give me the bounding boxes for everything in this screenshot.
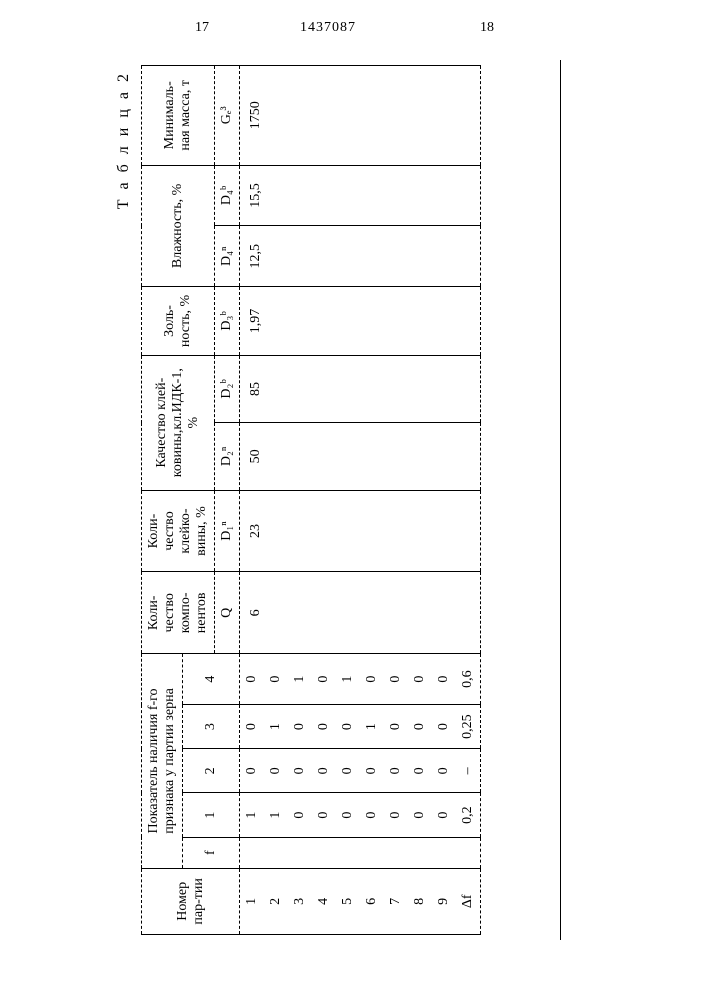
cell-c2: 0: [408, 749, 432, 793]
cell-f: [288, 837, 312, 868]
cell-c4: 0: [312, 654, 336, 705]
cell-c1: 0: [384, 793, 408, 837]
cell-f: [384, 837, 408, 868]
cell-c1: 0: [360, 793, 384, 837]
cell-c2: 0: [384, 749, 408, 793]
cell-c3: 0: [336, 705, 360, 749]
cell-c2: 0: [432, 749, 456, 793]
cell-f: [432, 837, 456, 868]
hdr-c4: 4: [183, 654, 240, 705]
cell-c2: 0: [312, 749, 336, 793]
cell-batch: 2: [264, 868, 288, 934]
cell-batch: 4: [312, 868, 336, 934]
cell-c1: 0: [432, 793, 456, 837]
sym-d2v: D₂ᵇ: [215, 355, 240, 422]
cell-d4n: 12,5: [240, 226, 481, 287]
cell-c2: 0: [240, 749, 265, 793]
cell-batch: 5: [336, 868, 360, 934]
page-number-right: 18: [480, 20, 494, 36]
hdr-gluten-qty: Коли-чество клейко-вины, %: [142, 490, 215, 572]
cell-d2v: 85: [240, 355, 481, 422]
cell-c4: 0: [384, 654, 408, 705]
hdr-batch: Номер пар-тии: [142, 868, 240, 934]
cell-f: [240, 837, 265, 868]
cell-c3: 0: [288, 705, 312, 749]
table-row: 1100062350851,9712,515,51750: [240, 66, 265, 935]
cell-c3: 0,25: [456, 705, 481, 749]
hdr-f: f: [183, 837, 240, 868]
cell-c1: 1: [240, 793, 265, 837]
cell-d1n: 23: [240, 490, 481, 572]
page: 17 1437087 18 Т а б л и ц а 2 Номер пар-…: [0, 0, 707, 1000]
cell-c2: 0: [336, 749, 360, 793]
sym-d1n: D₁ⁿ: [215, 490, 240, 572]
cell-batch: 3: [288, 868, 312, 934]
cell-c1: 1: [264, 793, 288, 837]
cell-c4: 0: [264, 654, 288, 705]
cell-c3: 0: [312, 705, 336, 749]
cell-c1: 0: [336, 793, 360, 837]
cell-f: [456, 837, 481, 868]
cell-batch: 1: [240, 868, 265, 934]
cell-batch: 9: [432, 868, 456, 934]
cell-d4v: 15,5: [240, 165, 481, 226]
table-caption: Т а б л и ц а 2: [115, 65, 133, 935]
cell-c1: 0,2: [456, 793, 481, 837]
cell-c2: 0: [288, 749, 312, 793]
cell-c4: 0: [240, 654, 265, 705]
cell-g: 1750: [240, 66, 481, 166]
hdr-c3: 3: [183, 705, 240, 749]
hdr-gluten-qual: Качество клей-ковины,кл.ИДК-1, %: [142, 355, 215, 490]
cell-c3: 1: [264, 705, 288, 749]
hdr-mass: Минималь-ная масса, т: [142, 66, 215, 166]
cell-c1: 0: [312, 793, 336, 837]
cell-batch: 6: [360, 868, 384, 934]
cell-d3v: 1,97: [240, 287, 481, 356]
cell-c4: 0: [432, 654, 456, 705]
cell-c3: 0: [408, 705, 432, 749]
cell-batch: 7: [384, 868, 408, 934]
hdr-q: Коли-чество компо-нентов: [142, 572, 215, 654]
hdr-indicator-group: Показатель наличия f-го признака у парти…: [142, 654, 183, 868]
cell-c3: 1: [360, 705, 384, 749]
cell-f: [408, 837, 432, 868]
cell-c1: 0: [408, 793, 432, 837]
sym-d2n: D₂ⁿ: [215, 423, 240, 490]
page-number-left: 17: [195, 20, 209, 36]
sym-d3v: D₃ᵇ: [215, 287, 240, 356]
cell-d2n: 50: [240, 423, 481, 490]
cell-c4: 0,6: [456, 654, 481, 705]
bottom-rule: [560, 60, 561, 940]
hdr-ash: Золь-ность, %: [142, 287, 215, 356]
sym-q: Q: [215, 572, 240, 654]
sym-d4n: D₄ⁿ: [215, 226, 240, 287]
hdr-moist: Влажность, %: [142, 165, 215, 287]
cell-c1: 0: [288, 793, 312, 837]
grain-table: Номер пар-тии Показатель наличия f-го пр…: [141, 65, 481, 935]
cell-c2: 0: [264, 749, 288, 793]
cell-f: [312, 837, 336, 868]
cell-c3: 0: [432, 705, 456, 749]
header-row-1: Номер пар-тии Показатель наличия f-го пр…: [142, 66, 183, 935]
cell-c4: 1: [336, 654, 360, 705]
cell-c4: 0: [360, 654, 384, 705]
cell-c2: –: [456, 749, 481, 793]
hdr-c2: 2: [183, 749, 240, 793]
cell-f: [336, 837, 360, 868]
cell-c2: 0: [360, 749, 384, 793]
cell-c3: 0: [384, 705, 408, 749]
cell-f: [264, 837, 288, 868]
cell-batch: 8: [408, 868, 432, 934]
hdr-c1: 1: [183, 793, 240, 837]
cell-c4: 0: [408, 654, 432, 705]
cell-c4: 1: [288, 654, 312, 705]
cell-c3: 0: [240, 705, 265, 749]
cell-f: [360, 837, 384, 868]
document-number: 1437087: [300, 20, 356, 36]
sym-d4v: D₄ᵇ: [215, 165, 240, 226]
cell-batch: Δf: [456, 868, 481, 934]
cell-q: 6: [240, 572, 481, 654]
sym-g: Gₑ³: [215, 66, 240, 166]
